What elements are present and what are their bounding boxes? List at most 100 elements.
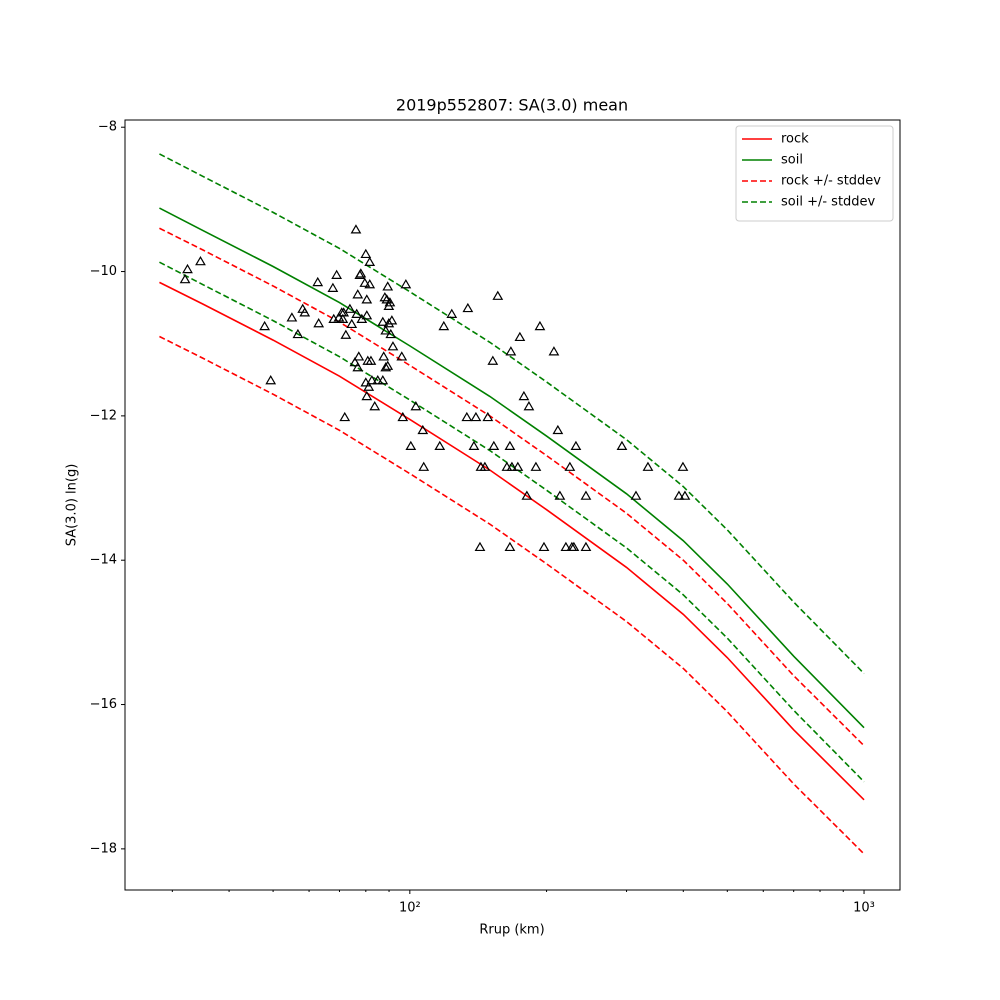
triangle-marker bbox=[568, 541, 580, 552]
legend-label: soil +/- stddev bbox=[781, 195, 876, 210]
triangle-marker bbox=[361, 390, 373, 401]
y-axis-label: SA(3.0) ln(g) bbox=[65, 464, 80, 547]
triangle-marker bbox=[349, 356, 361, 367]
triangle-marker bbox=[580, 490, 592, 500]
triangle-marker bbox=[331, 269, 343, 279]
triangle-marker bbox=[616, 440, 628, 451]
triangle-marker bbox=[352, 289, 364, 299]
triangle-marker bbox=[417, 424, 429, 435]
scatter bbox=[179, 224, 691, 552]
triangle-marker bbox=[359, 277, 371, 287]
triangle-marker bbox=[462, 302, 474, 313]
triangle-marker bbox=[382, 281, 394, 291]
triangle-marker bbox=[642, 461, 654, 471]
triangle-marker bbox=[364, 256, 376, 266]
triangle-marker bbox=[351, 308, 363, 318]
triangle-marker bbox=[504, 440, 516, 451]
triangle-marker bbox=[434, 440, 446, 451]
triangle-marker bbox=[548, 346, 560, 356]
triangle-marker bbox=[337, 313, 349, 323]
series-line bbox=[159, 207, 865, 729]
triangle-marker bbox=[182, 263, 193, 274]
triangle-marker bbox=[366, 375, 378, 385]
triangle-marker bbox=[382, 360, 394, 370]
triangle-marker bbox=[363, 381, 375, 391]
triangle-marker bbox=[292, 328, 304, 339]
triangle-marker bbox=[195, 255, 206, 266]
triangle-marker bbox=[580, 541, 592, 552]
triangle-marker bbox=[530, 461, 542, 471]
triangle-marker bbox=[364, 279, 376, 289]
triangle-marker bbox=[505, 346, 517, 356]
triangle-marker bbox=[361, 310, 373, 320]
triangle-marker bbox=[488, 440, 500, 451]
triangle-marker bbox=[265, 375, 277, 385]
y-tick-label: −10 bbox=[90, 264, 117, 279]
triangle-marker bbox=[518, 390, 530, 401]
triangle-marker bbox=[369, 401, 381, 411]
triangle-marker bbox=[470, 411, 482, 422]
triangle-marker bbox=[383, 318, 395, 328]
triangle-marker bbox=[361, 294, 373, 304]
triangle-marker bbox=[355, 268, 367, 278]
triangle-marker bbox=[360, 248, 372, 259]
series-line bbox=[159, 281, 865, 801]
triangle-marker bbox=[365, 355, 377, 365]
triangle-marker bbox=[386, 315, 398, 325]
triangle-marker bbox=[479, 461, 491, 471]
triangle-marker bbox=[446, 308, 458, 318]
triangle-marker bbox=[384, 297, 396, 307]
triangle-marker bbox=[504, 541, 516, 552]
triangle-marker bbox=[327, 282, 339, 292]
triangle-marker bbox=[468, 440, 480, 451]
triangle-marker bbox=[385, 328, 397, 339]
triangle-marker bbox=[523, 401, 535, 411]
triangle-marker bbox=[405, 440, 417, 451]
triangle-marker bbox=[552, 424, 564, 435]
plot-frame bbox=[124, 119, 901, 891]
triangle-marker bbox=[630, 490, 642, 500]
series-line bbox=[159, 335, 865, 855]
triangle-marker bbox=[286, 312, 298, 322]
triangle-marker bbox=[340, 329, 352, 339]
triangle-marker bbox=[353, 351, 365, 361]
legend-label: soil bbox=[781, 153, 803, 168]
triangle-marker bbox=[474, 541, 486, 552]
triangle-marker bbox=[554, 490, 566, 500]
triangle-marker bbox=[461, 411, 473, 422]
triangle-marker bbox=[387, 341, 399, 351]
y-tick-label: −18 bbox=[90, 841, 117, 856]
triangle-marker bbox=[521, 490, 533, 500]
triangle-marker bbox=[339, 411, 351, 422]
legend-label: rock bbox=[781, 132, 809, 147]
triangle-marker bbox=[396, 351, 408, 361]
triangle-marker bbox=[677, 461, 689, 471]
x-tick-label: 10² bbox=[399, 901, 421, 916]
triangle-marker bbox=[534, 320, 546, 331]
x-tick-label: 10³ bbox=[853, 901, 875, 916]
triangle-marker bbox=[482, 411, 494, 422]
triangle-marker bbox=[179, 274, 191, 284]
triangle-marker bbox=[506, 461, 518, 471]
triangle-marker bbox=[564, 461, 576, 471]
triangle-marker bbox=[397, 411, 409, 422]
series-line bbox=[159, 227, 865, 747]
triangle-marker bbox=[492, 290, 504, 300]
triangle-marker bbox=[350, 224, 362, 234]
triangle-marker bbox=[346, 318, 358, 329]
legend-label: rock +/- stddev bbox=[781, 174, 881, 189]
y-tick-label: −8 bbox=[98, 120, 117, 135]
triangle-marker bbox=[673, 490, 685, 500]
triangle-marker bbox=[400, 279, 412, 289]
series-line bbox=[159, 153, 865, 675]
triangle-marker bbox=[313, 318, 325, 328]
chart-title: 2019p552807: SA(3.0) mean bbox=[396, 96, 628, 115]
triangle-marker bbox=[377, 316, 389, 326]
triangle-marker bbox=[679, 490, 691, 500]
triangle-marker bbox=[299, 307, 311, 317]
triangle-marker bbox=[259, 320, 271, 331]
triangle-marker bbox=[377, 375, 389, 385]
triangle-marker bbox=[514, 331, 526, 342]
x-axis-label: Rrup (km) bbox=[479, 923, 544, 938]
